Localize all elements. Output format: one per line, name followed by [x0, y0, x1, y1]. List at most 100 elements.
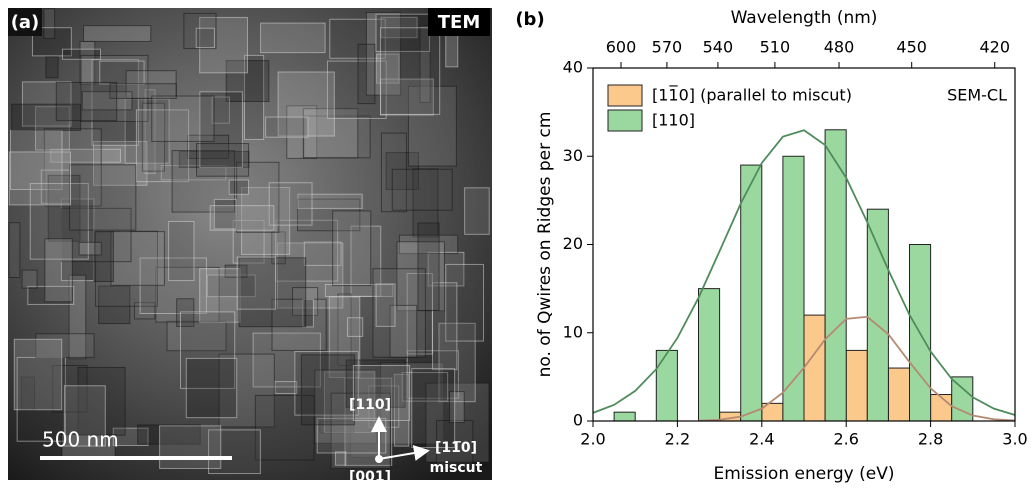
x-tick-label: 3.0: [1002, 430, 1027, 449]
tem-feature: [286, 105, 318, 159]
x2-tick-label: 540: [703, 38, 734, 57]
histogram: 2.0 2.2 2.4 2.6 2.8 3.0 0 10 20 30 40 600 570 540 510 4…: [535, 8, 1028, 484]
tem-feature: [44, 238, 73, 303]
method-bg: [428, 8, 490, 36]
bar: [698, 288, 721, 422]
tem-feature: [347, 317, 364, 337]
y-tick-label: 40: [563, 58, 583, 77]
tem-feature: [238, 257, 307, 328]
bar: [930, 394, 953, 422]
tem-feature: [196, 143, 250, 177]
tem-feature: [417, 222, 440, 311]
tem-feature: [319, 420, 355, 434]
x2-tick-label: 480: [824, 38, 855, 57]
tem-feature: [8, 222, 21, 278]
x-tick-label: 2.4: [749, 430, 774, 449]
tem-feature: [195, 27, 215, 49]
tem-feature: [43, 8, 56, 40]
dir-label: [11̅0]: [435, 440, 477, 456]
bar: [740, 164, 763, 422]
tem-feature: [98, 285, 131, 325]
tem-feature: [93, 231, 114, 283]
tem-panel: (a) TEM 500 nm [110] [11̅0] miscut [001]: [8, 8, 492, 485]
tem-feature: [213, 198, 237, 230]
y-tick-label: 30: [563, 146, 583, 165]
tem-feature: [334, 451, 347, 466]
tem-feature: [294, 351, 359, 416]
tem-feature: [398, 234, 459, 255]
tem-feature: [271, 298, 327, 351]
method-label: TEM: [438, 12, 481, 33]
tem-feature: [236, 161, 280, 233]
arrow-origin: [375, 455, 383, 463]
tem-feature: [406, 272, 433, 355]
tem-feature: [243, 54, 265, 140]
y-axis-title: no. of Qwires on Ridges per cm: [535, 112, 555, 378]
tem-feature: [411, 368, 456, 448]
bar: [845, 349, 868, 422]
legend-swatch: [607, 109, 643, 132]
tem-feature: [208, 429, 261, 475]
x-tick-label: 2.0: [580, 430, 605, 449]
y-tick-label: 20: [563, 234, 583, 253]
tem-feature: [52, 364, 88, 413]
tem-feature: [50, 148, 121, 163]
tem-feature: [380, 78, 434, 116]
tem-feature: [332, 210, 372, 287]
dir-label: [001]: [349, 469, 391, 485]
tem-feature: [232, 219, 265, 264]
y-tick-label: 0: [573, 411, 583, 430]
tem-feature: [185, 357, 238, 419]
tem-feature: [29, 183, 89, 260]
tem-feature: [268, 182, 313, 226]
tem-feature: [241, 186, 291, 255]
tem-feature: [432, 282, 458, 371]
tem-feature: [10, 130, 63, 190]
tem-feature: [391, 168, 453, 211]
legend-swatch: [607, 84, 643, 107]
bar: [613, 411, 636, 422]
tem-feature: [60, 207, 132, 263]
tem-feature: [303, 241, 342, 266]
tem-feature: [155, 266, 220, 323]
dir-note: miscut: [430, 460, 483, 476]
tem-feature: [171, 150, 236, 213]
bar: [803, 314, 826, 422]
tem-feature: [159, 425, 222, 469]
bar: [887, 367, 911, 422]
tem-feature: [109, 83, 177, 99]
legend-label: [110]: [652, 111, 695, 130]
x-tick-label: 2.8: [918, 430, 943, 449]
bar: [866, 208, 889, 422]
x2-tick-label: 600: [606, 38, 637, 57]
dir-label: [110]: [349, 397, 391, 413]
tem-feature: [352, 364, 411, 421]
legend-label: [11̅0] (parallel to miscut): [652, 86, 852, 105]
x2-tick-label: 570: [652, 38, 683, 57]
tem-feature: [69, 164, 137, 231]
tem-feature: [274, 381, 298, 394]
x2-axis-title: Wavelength (nm): [731, 8, 878, 28]
tem-feature: [302, 298, 314, 328]
tem-feature: [183, 12, 217, 50]
tem-feature: [81, 91, 133, 111]
tem-feature: [236, 256, 277, 310]
tem-feature: [77, 366, 126, 436]
arrow-right: [378, 445, 430, 461]
tem-feature: [13, 338, 63, 411]
tem-feature: [168, 220, 195, 282]
tem-feature: [407, 85, 457, 167]
tem-feature: [151, 95, 215, 142]
x2-tick-label: 420: [979, 38, 1010, 57]
tem-feature: [35, 106, 70, 151]
tem-feature: [55, 81, 118, 122]
y-tick-label: 10: [563, 322, 583, 341]
tem-feature: [445, 263, 485, 342]
tem-feature: [43, 128, 102, 207]
fit-curve: [698, 315, 1016, 422]
tem-feature: [199, 268, 241, 323]
tem-feature: [21, 269, 38, 289]
x2-tick-label: 450: [896, 38, 927, 57]
tem-feature: [345, 359, 406, 408]
